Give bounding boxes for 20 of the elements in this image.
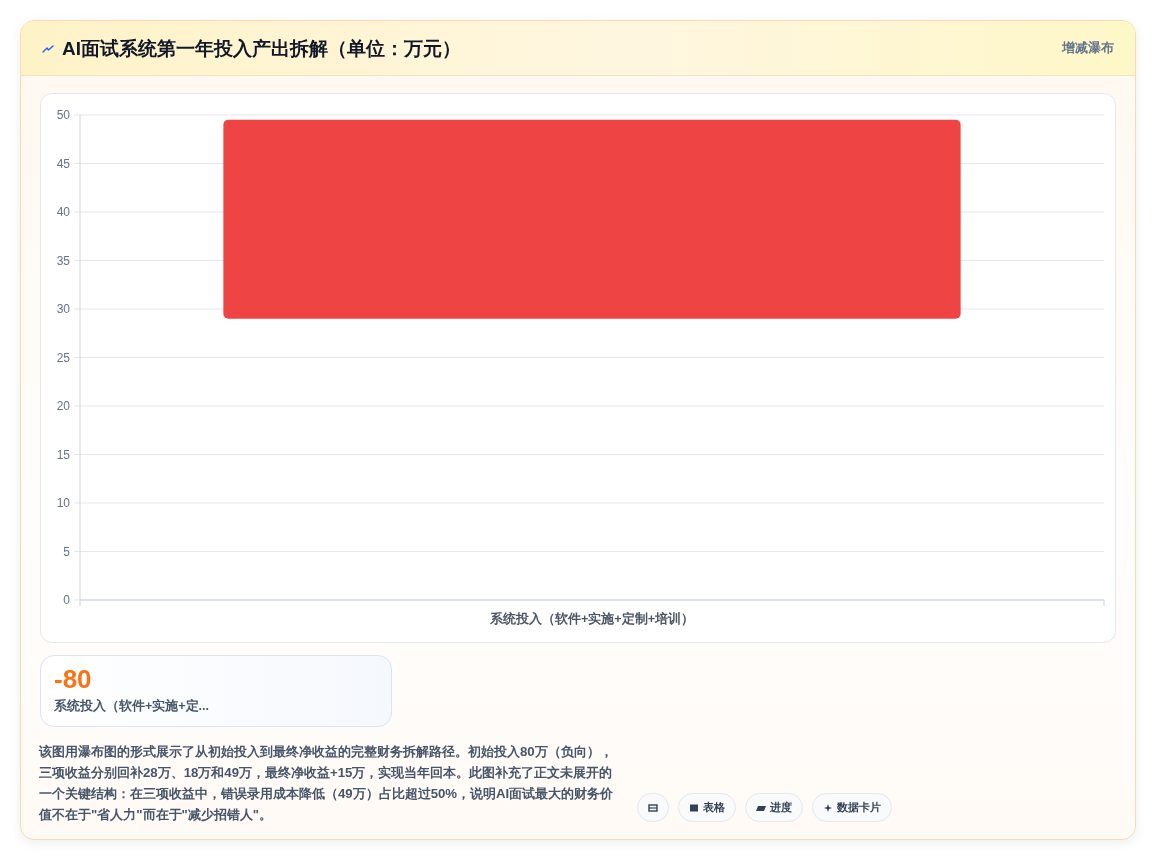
x-tick-label: 系统投入（软件+实施+定制+培训）	[489, 611, 694, 626]
y-tick-label: 5	[63, 544, 71, 559]
chart-title: AI面试系统第一年投入产出拆解（单位：万元）	[62, 37, 461, 61]
chart-subtitle: 增减瀑布	[1062, 40, 1114, 57]
text: 系统投入（软件+实施+定...	[54, 698, 210, 715]
y-tick-label: 0	[63, 593, 71, 607]
y-tick-label: 10	[56, 496, 71, 510]
y-tick-label: 50	[56, 108, 71, 122]
text: -80	[54, 664, 92, 695]
y-tick-label: 35	[56, 253, 71, 268]
y-tick-label: 25	[56, 350, 71, 365]
y-tick-label: 45	[56, 156, 71, 171]
button: 数据卡片	[812, 793, 892, 822]
text: 该图用瀑布图的形式展示了从初始投入到最终净收益的完整财务拆解路径。初始投入80万（负向），三项收益分别回补28万、18万和49万，最终净收益+15万，实现当年回本。此图补充了正文未展开的一个关键结构：在三项收益中，错误录用成本降低（49万）占比超过50%，说明AI面试最大的财务价值不在于"省人力"而在于"减少招错人"。	[39, 743, 615, 824]
y-tick-label: 15	[56, 447, 71, 462]
y-tick-label: 40	[56, 205, 71, 219]
y-tick-label: 20	[56, 399, 71, 413]
button: 进度	[745, 793, 803, 822]
y-tick-label: 30	[56, 302, 71, 316]
button: 表格	[678, 793, 736, 822]
